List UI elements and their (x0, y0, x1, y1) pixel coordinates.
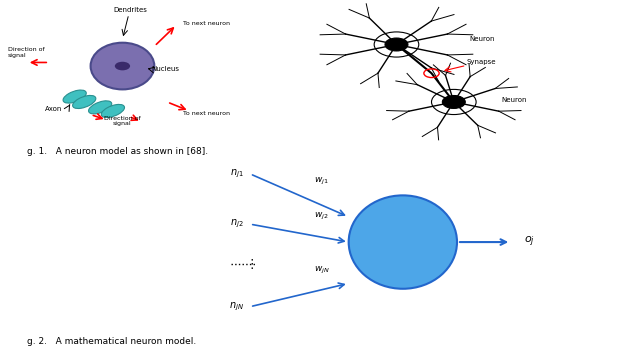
Text: $n_{j2}$: $n_{j2}$ (230, 218, 244, 230)
Ellipse shape (349, 195, 457, 289)
Text: Dendrites: Dendrites (113, 7, 147, 13)
Circle shape (442, 96, 465, 109)
Text: Direction of
signal: Direction of signal (104, 115, 141, 126)
Circle shape (115, 62, 130, 70)
Text: Nucleus: Nucleus (151, 67, 179, 72)
Text: g. 1.   A neuron model as shown in [68].: g. 1. A neuron model as shown in [68]. (27, 147, 208, 156)
Ellipse shape (88, 101, 112, 114)
Text: $w_{j1}$: $w_{j1}$ (314, 176, 328, 186)
Text: Neuron: Neuron (502, 97, 527, 103)
Text: To next neuron: To next neuron (183, 21, 230, 26)
Text: Neuron: Neuron (470, 36, 495, 42)
Text: g. 2.   A mathematical neuron model.: g. 2. A mathematical neuron model. (27, 337, 196, 346)
Text: $o_j$: $o_j$ (524, 235, 535, 249)
Text: Direction of
signal: Direction of signal (8, 47, 44, 58)
Ellipse shape (63, 90, 86, 103)
Text: To next neuron: To next neuron (183, 110, 230, 115)
Text: Synapse: Synapse (467, 59, 496, 65)
Ellipse shape (72, 96, 96, 109)
Text: $n_{j1}$: $n_{j1}$ (230, 168, 244, 180)
Ellipse shape (91, 43, 154, 89)
Text: $n_{jN}$: $n_{jN}$ (228, 300, 244, 313)
Circle shape (385, 38, 408, 51)
Text: Axon: Axon (45, 106, 62, 112)
Text: $w_{jN}$: $w_{jN}$ (314, 265, 330, 276)
Text: $w_{j2}$: $w_{j2}$ (314, 211, 328, 223)
Ellipse shape (101, 104, 125, 118)
Text: $\vdots$: $\vdots$ (246, 257, 254, 271)
